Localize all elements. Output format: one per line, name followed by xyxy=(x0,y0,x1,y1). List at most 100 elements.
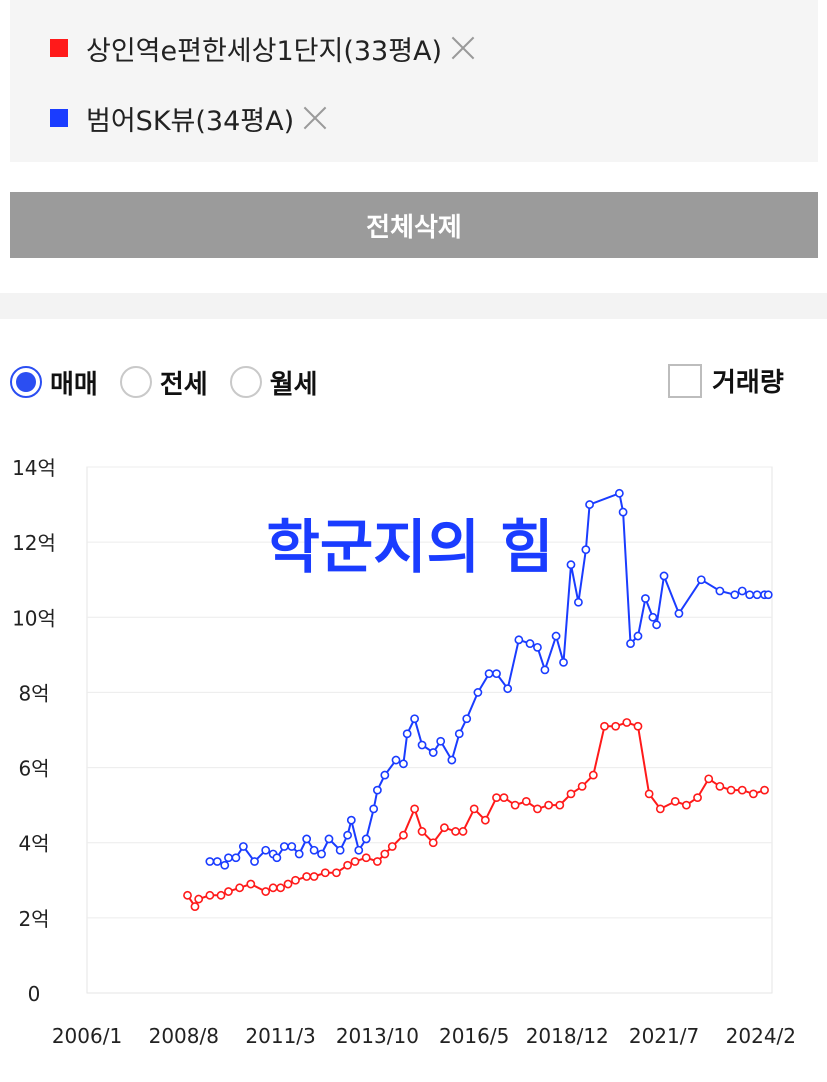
data-point xyxy=(343,830,352,840)
data-point xyxy=(231,853,241,863)
data-point xyxy=(533,804,542,814)
data-point xyxy=(670,796,680,806)
data-point xyxy=(674,609,684,618)
data-point xyxy=(387,842,397,851)
data-point xyxy=(220,860,230,870)
data-point xyxy=(484,669,494,679)
data-point xyxy=(655,804,665,814)
volume-toggle[interactable]: 거래량 xyxy=(668,362,784,399)
data-point xyxy=(633,721,643,731)
close-icon[interactable] xyxy=(302,105,328,131)
data-point xyxy=(473,688,483,697)
data-point xyxy=(745,590,755,600)
data-point xyxy=(212,857,222,866)
data-point xyxy=(585,500,594,509)
data-point xyxy=(540,665,550,675)
series-swatch-red xyxy=(50,39,68,57)
data-point xyxy=(354,845,364,855)
y-tick-label: 8억 xyxy=(18,681,49,705)
data-point xyxy=(559,657,568,667)
data-point xyxy=(287,842,297,851)
data-point xyxy=(503,684,513,694)
data-point xyxy=(730,590,740,600)
data-point xyxy=(454,729,464,739)
data-point xyxy=(514,635,524,645)
data-point xyxy=(544,800,554,810)
data-point xyxy=(428,838,438,848)
data-point xyxy=(525,639,535,648)
x-tick-label: 2024/2 xyxy=(726,1024,796,1048)
data-point xyxy=(380,770,390,780)
data-point xyxy=(681,800,691,810)
data-point xyxy=(372,785,382,795)
delete-all-button[interactable]: 전체삭제 xyxy=(10,192,818,258)
radio-label: 월세 xyxy=(269,369,318,400)
data-point xyxy=(417,740,427,750)
data-point xyxy=(626,639,635,648)
radio-circle-icon[interactable] xyxy=(10,366,42,398)
data-point xyxy=(726,785,736,795)
data-point xyxy=(748,789,758,799)
data-point xyxy=(194,894,204,904)
data-point xyxy=(644,789,654,799)
data-point xyxy=(652,620,661,630)
data-point xyxy=(659,571,669,581)
plot-area xyxy=(86,466,773,994)
data-point xyxy=(641,594,650,603)
data-point xyxy=(399,759,408,769)
compare-list: 상인역e편한세상1단지(33평A) 범어SK뷰(34평A) xyxy=(10,0,818,162)
data-point xyxy=(346,815,356,825)
data-point xyxy=(763,590,773,600)
data-point xyxy=(600,721,609,731)
radio-monthly[interactable]: 월세 xyxy=(229,364,318,401)
y-tick-label: 6억 xyxy=(18,757,49,781)
y-tick-label: 0 xyxy=(28,982,41,1006)
data-point xyxy=(238,842,248,851)
data-point xyxy=(224,887,233,896)
price-chart: 0 2억 4억 6억 8억 10억 12억 14억 2006/1 2008/8 2011/3 2013… xyxy=(12,456,796,1048)
data-point xyxy=(302,872,312,881)
data-point xyxy=(205,890,215,900)
data-point xyxy=(183,890,192,900)
data-point xyxy=(521,796,531,806)
data-point xyxy=(436,736,446,746)
radio-circle-icon[interactable] xyxy=(119,366,152,398)
radio-sale[interactable]: 매매 xyxy=(10,364,98,401)
data-point xyxy=(343,860,352,870)
data-point xyxy=(566,560,576,570)
data-point xyxy=(417,827,427,836)
x-tick-label: 2006/1 xyxy=(52,1024,122,1048)
x-tick-label: 2013/10 xyxy=(336,1024,419,1048)
x-tick-label: 2018/12 xyxy=(526,1024,609,1048)
data-point xyxy=(737,586,747,596)
radio-jeonse[interactable]: 전세 xyxy=(119,364,208,401)
compare-item-sangin: 상인역e편한세상1단지(33평A) xyxy=(50,28,476,68)
data-point xyxy=(190,902,200,911)
data-point xyxy=(611,721,621,731)
y-tick-label: 4억 xyxy=(18,832,49,856)
data-point xyxy=(428,748,438,757)
close-icon[interactable] xyxy=(450,35,476,61)
data-point xyxy=(369,804,379,814)
data-point xyxy=(294,849,304,859)
data-point xyxy=(760,785,769,795)
data-point xyxy=(458,827,468,836)
y-tick-label: 2억 xyxy=(18,907,49,931)
data-point xyxy=(350,857,360,866)
compare-item-label: 범어SK뷰(34평A) xyxy=(86,105,295,137)
data-point xyxy=(577,781,587,791)
data-point xyxy=(588,770,598,780)
data-point xyxy=(402,729,412,739)
data-point xyxy=(581,545,591,555)
data-point xyxy=(555,800,565,810)
data-point xyxy=(614,488,624,498)
data-point xyxy=(302,834,312,844)
x-tick-label: 2011/3 xyxy=(245,1024,315,1048)
data-point xyxy=(704,774,714,784)
data-point xyxy=(752,590,762,600)
chart-title: 학군지의 힘 xyxy=(267,513,554,581)
radio-circle-icon[interactable] xyxy=(229,366,262,398)
y-tick-label: 10억 xyxy=(12,606,56,630)
volume-checkbox[interactable] xyxy=(668,363,702,398)
data-point xyxy=(715,586,725,596)
